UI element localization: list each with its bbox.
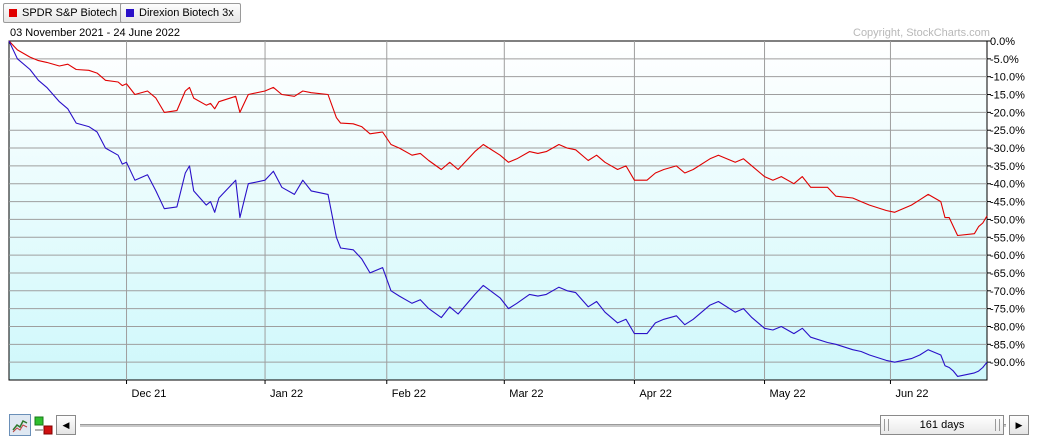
gridlines xyxy=(9,41,987,380)
scroll-right-button[interactable]: ▶ xyxy=(1009,415,1029,435)
x-axis: Dec 21 Jan 22 Feb 22 Mar 22 Apr 22 May 22 Jun … xyxy=(126,380,928,400)
y-tick-label: -15.0% xyxy=(990,90,1025,102)
legend-swatch-red xyxy=(9,9,17,17)
y-axis: 0.0% -5.0% -10.0% -15.0% -20.0% -25.0% -30.0% -… xyxy=(987,36,1025,369)
y-tick-label: -10.0% xyxy=(990,72,1025,84)
legend-swatch-blue xyxy=(126,9,134,17)
y-tick-label: -80.0% xyxy=(990,321,1025,333)
date-range-label: 03 November 2021 - 24 June 2022 xyxy=(10,27,181,39)
y-tick-label: -30.0% xyxy=(990,143,1025,155)
y-tick-label: -40.0% xyxy=(990,179,1025,191)
line-chart-icon[interactable] xyxy=(9,414,31,436)
y-tick-label: -60.0% xyxy=(990,250,1025,262)
y-tick-label: -55.0% xyxy=(990,232,1025,244)
legend-label: SPDR S&P Biotech xyxy=(22,7,118,19)
copyright-label: Copyright, StockCharts.com xyxy=(853,27,990,39)
x-tick-label: Mar 22 xyxy=(509,388,543,400)
x-tick-label: Feb 22 xyxy=(392,388,426,400)
legend-item-direxion-biotech[interactable]: Direxion Biotech 3x xyxy=(120,3,241,23)
scroll-left-button[interactable]: ◀ xyxy=(56,415,76,435)
y-tick-label: -35.0% xyxy=(990,161,1025,173)
legend-label: Direxion Biotech 3x xyxy=(139,7,234,19)
x-tick-label: Jan 22 xyxy=(270,388,303,400)
y-tick-label: -65.0% xyxy=(990,268,1025,280)
scroll-track[interactable] xyxy=(80,424,1006,427)
x-tick-label: Dec 21 xyxy=(132,388,167,400)
range-label: 161 days xyxy=(919,419,965,431)
y-tick-label: -20.0% xyxy=(990,107,1025,119)
series-line-direxion-biotech xyxy=(8,40,988,377)
series-lines xyxy=(8,40,988,377)
x-tick-label: Apr 22 xyxy=(639,388,671,400)
range-slider-thumb[interactable]: 161 days xyxy=(880,415,1004,435)
y-tick-label: -90.0% xyxy=(990,357,1025,369)
y-tick-label: -25.0% xyxy=(990,125,1025,137)
performance-chart[interactable]: 0.0% -5.0% -10.0% -15.0% -20.0% -25.0% -30.0% -… xyxy=(0,0,1039,412)
y-tick-label: -50.0% xyxy=(990,214,1025,226)
x-tick-label: May 22 xyxy=(770,388,806,400)
chart-toolbar: ◀ 161 days ▶ xyxy=(0,412,1039,440)
y-tick-label: -45.0% xyxy=(990,197,1025,209)
legend-item-spdr-biotech[interactable]: SPDR S&P Biotech xyxy=(3,3,125,23)
y-tick-label: -5.0% xyxy=(990,54,1019,66)
y-tick-label: -85.0% xyxy=(990,339,1025,351)
y-tick-label: 0.0% xyxy=(990,36,1015,48)
plot-area xyxy=(8,40,988,381)
y-tick-label: -75.0% xyxy=(990,304,1025,316)
compare-color-icon[interactable] xyxy=(33,414,55,436)
y-tick-label: -70.0% xyxy=(990,286,1025,298)
x-tick-label: Jun 22 xyxy=(895,388,928,400)
series-line-spdr-biotech xyxy=(8,40,988,237)
